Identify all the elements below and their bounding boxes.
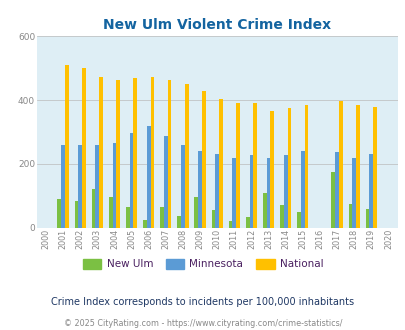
- Bar: [253, 103, 256, 228]
- Bar: [283, 155, 287, 228]
- Bar: [355, 105, 359, 228]
- Bar: [211, 210, 215, 228]
- Bar: [160, 207, 164, 228]
- Legend: New Ulm, Minnesota, National: New Ulm, Minnesota, National: [78, 255, 327, 274]
- Bar: [236, 103, 239, 228]
- Bar: [95, 146, 99, 228]
- Bar: [215, 154, 219, 228]
- Bar: [266, 157, 270, 228]
- Bar: [365, 209, 369, 228]
- Text: Crime Index corresponds to incidents per 100,000 inhabitants: Crime Index corresponds to incidents per…: [51, 297, 354, 307]
- Bar: [369, 154, 372, 228]
- Bar: [219, 99, 222, 228]
- Bar: [348, 204, 352, 228]
- Bar: [129, 133, 133, 228]
- Bar: [65, 65, 68, 228]
- Bar: [143, 220, 147, 228]
- Bar: [177, 215, 181, 228]
- Bar: [164, 136, 167, 228]
- Bar: [232, 158, 236, 228]
- Bar: [201, 91, 205, 228]
- Bar: [249, 155, 253, 228]
- Bar: [181, 146, 184, 228]
- Bar: [61, 146, 65, 228]
- Bar: [228, 221, 232, 228]
- Bar: [330, 172, 335, 228]
- Title: New Ulm Violent Crime Index: New Ulm Violent Crime Index: [103, 18, 330, 32]
- Bar: [338, 101, 342, 228]
- Bar: [279, 205, 283, 228]
- Bar: [99, 77, 103, 228]
- Bar: [82, 68, 85, 228]
- Bar: [184, 83, 188, 228]
- Bar: [352, 158, 355, 228]
- Bar: [78, 146, 82, 228]
- Bar: [147, 126, 150, 228]
- Bar: [296, 212, 300, 228]
- Bar: [112, 143, 116, 228]
- Bar: [304, 105, 308, 228]
- Bar: [133, 79, 137, 228]
- Bar: [300, 150, 304, 228]
- Bar: [126, 207, 129, 228]
- Bar: [335, 152, 338, 228]
- Bar: [116, 80, 120, 228]
- Bar: [92, 189, 95, 228]
- Bar: [75, 201, 78, 228]
- Text: © 2025 CityRating.com - https://www.cityrating.com/crime-statistics/: © 2025 CityRating.com - https://www.city…: [64, 319, 341, 328]
- Bar: [194, 197, 198, 228]
- Bar: [198, 150, 201, 228]
- Bar: [287, 108, 291, 228]
- Bar: [262, 193, 266, 228]
- Bar: [150, 77, 154, 228]
- Bar: [109, 197, 112, 228]
- Bar: [245, 217, 249, 228]
- Bar: [372, 107, 376, 228]
- Bar: [167, 80, 171, 228]
- Bar: [57, 199, 61, 228]
- Bar: [270, 111, 273, 228]
